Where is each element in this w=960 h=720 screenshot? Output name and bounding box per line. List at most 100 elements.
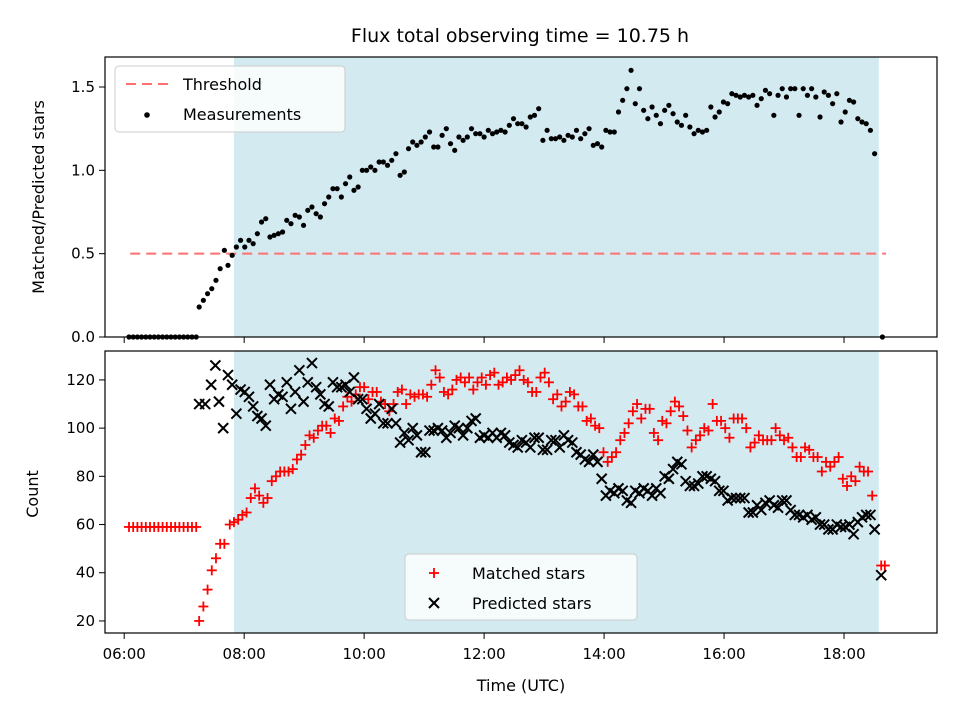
matched-point: [202, 584, 213, 595]
matched-point: [703, 425, 714, 436]
legend-measurements-label: Measurements: [183, 105, 301, 124]
measurement-point: [426, 129, 433, 135]
predicted-point: [310, 381, 322, 393]
measurement-point: [196, 304, 202, 310]
predicted-point: [860, 509, 872, 521]
measurement-point: [372, 167, 378, 173]
measurement-point: [544, 127, 550, 133]
predicted-point: [314, 388, 327, 401]
matched-point: [598, 447, 609, 458]
bottom-ytick-label: 100: [66, 419, 95, 437]
measurement-point: [741, 92, 748, 98]
measurement-point: [758, 96, 764, 102]
measurement-point: [867, 127, 874, 133]
predicted-point: [595, 473, 608, 485]
measurement-point: [775, 92, 781, 98]
predicted-point: [356, 393, 369, 405]
matched-point: [333, 415, 344, 426]
legend-predicted-swatch: [428, 597, 440, 609]
measurement-point: [762, 87, 769, 93]
measurement-point: [683, 112, 689, 118]
measurement-point: [687, 124, 693, 130]
predicted-point: [537, 444, 549, 456]
measurement-point: [368, 164, 374, 170]
measurement-point: [405, 146, 412, 152]
matched-point: [615, 435, 626, 446]
predicted-point: [734, 492, 746, 504]
predicted-point: [281, 376, 293, 389]
predicted-point: [360, 403, 373, 415]
measurement-point: [838, 119, 844, 125]
measurement-point: [750, 92, 756, 98]
predicted-point: [394, 436, 406, 449]
matched-point: [219, 538, 230, 549]
predicted-point: [436, 424, 448, 437]
measurement-point: [376, 159, 382, 165]
matched-point: [241, 507, 252, 518]
measurement-point: [515, 121, 521, 127]
matched-point: [422, 391, 433, 402]
predicted-point: [583, 456, 595, 468]
measurement-point: [771, 112, 777, 118]
matched-point: [552, 389, 563, 400]
bottom-xtick-label: 10:00: [343, 645, 386, 663]
measurement-point: [435, 144, 441, 150]
measurement-point: [519, 121, 525, 127]
predicted-point: [470, 412, 482, 425]
predicted-point: [499, 429, 511, 442]
predicted-point: [423, 424, 436, 437]
predicted-point: [528, 432, 541, 444]
bottom-panel: 20 40 60 80 100 120 06:00 08:00 10:00 12:00 14:00…: [23, 350, 938, 695]
measurement-point: [334, 186, 340, 192]
measurement-point: [636, 86, 643, 92]
measurement-point: [305, 207, 311, 213]
measurement-point: [288, 221, 294, 227]
predicted-point: [511, 441, 524, 454]
measurement-point: [351, 187, 357, 193]
matched-point: [560, 396, 571, 407]
predicted-point: [868, 523, 881, 536]
matched-point: [724, 432, 735, 443]
measurement-point: [506, 122, 512, 128]
predicted-point: [323, 400, 335, 413]
matched-point: [338, 401, 349, 412]
measurement-point: [284, 217, 290, 223]
measurement-point: [582, 131, 588, 137]
predicted-point: [747, 506, 759, 519]
matched-point: [249, 483, 260, 494]
matched-point: [300, 440, 311, 450]
measurement-point: [666, 102, 672, 108]
measurement-point: [733, 92, 739, 98]
matched-point: [682, 425, 693, 436]
matched-point: [543, 377, 554, 388]
matched-point: [867, 490, 878, 501]
measurement-point: [254, 231, 260, 237]
measurement-point: [250, 241, 256, 247]
measurement-point: [729, 91, 735, 97]
matched-point: [632, 399, 643, 410]
top-legend: Threshold Measurements: [114, 65, 346, 133]
measurement-point: [494, 129, 500, 135]
measurement-point: [510, 116, 517, 122]
measurement-point: [225, 262, 231, 268]
predicted-point: [646, 489, 658, 502]
predicted-point: [684, 480, 696, 492]
measurement-point: [338, 194, 344, 200]
predicted-point: [419, 446, 432, 458]
measurement-point: [796, 112, 802, 118]
matched-point: [661, 418, 672, 429]
measurement-point: [590, 142, 596, 148]
measurement-point: [552, 136, 559, 142]
measurement-point: [767, 91, 773, 97]
matched-point: [401, 399, 412, 410]
bottom-xtick-label: 08:00: [223, 645, 266, 663]
measurement-point: [540, 137, 546, 143]
matched-point: [531, 386, 542, 397]
measurement-point: [502, 129, 508, 135]
predicted-point: [373, 398, 385, 410]
measurement-point: [846, 97, 853, 103]
predicted-point: [402, 434, 415, 446]
bottom-ytick-label: 60: [76, 516, 95, 534]
measurement-point: [217, 266, 223, 272]
matched-point: [644, 403, 655, 414]
